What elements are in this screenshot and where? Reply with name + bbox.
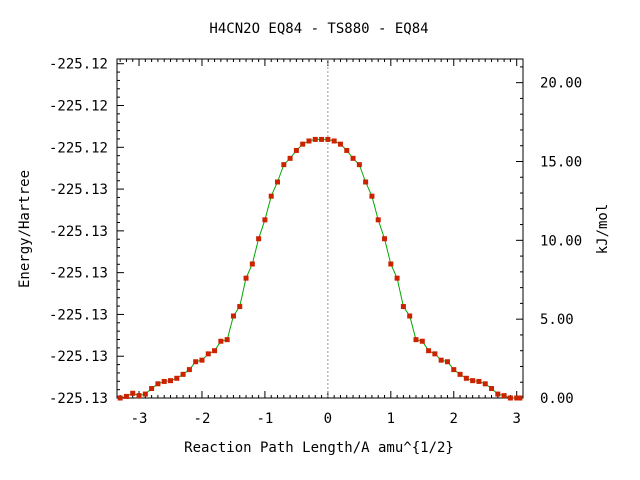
data-point <box>230 313 236 319</box>
x-tick-label: 3 <box>512 411 520 427</box>
data-point <box>451 367 457 373</box>
data-point <box>350 155 356 161</box>
data-point <box>300 141 306 147</box>
y-left-tick-label: -225.13 <box>49 182 108 198</box>
data-point <box>382 236 388 242</box>
data-point <box>457 371 463 377</box>
y-right-tick-label: 0.00 <box>540 391 574 407</box>
data-point <box>476 378 482 384</box>
y-axis-left-label: Energy/Hartree <box>17 170 33 288</box>
x-axis-label: Reaction Path Length/A amu^{1/2} <box>184 440 454 456</box>
data-point <box>117 395 123 401</box>
data-point <box>375 217 381 223</box>
y-left-tick-label: -225.13 <box>49 391 108 407</box>
data-point <box>331 138 337 144</box>
data-point <box>256 236 262 242</box>
data-point <box>319 136 325 142</box>
data-point <box>489 386 495 392</box>
y-left-tick-label: -225.13 <box>49 266 108 282</box>
data-point <box>517 395 523 401</box>
data-point <box>193 359 199 365</box>
y-right-tick-label: 10.00 <box>540 233 582 249</box>
data-point <box>142 391 148 397</box>
data-point <box>463 375 469 381</box>
data-point <box>413 337 419 343</box>
data-point <box>199 357 205 363</box>
data-point <box>394 275 400 281</box>
data-point <box>344 147 350 153</box>
data-point <box>312 136 318 142</box>
data-point <box>400 304 406 310</box>
y-left-tick-label: -225.13 <box>49 349 108 365</box>
data-point <box>249 261 255 267</box>
y-right-tick-label: 5.00 <box>540 312 574 328</box>
data-point <box>281 162 287 168</box>
data-point <box>149 386 155 392</box>
y-right-tick-label: 20.00 <box>540 76 582 92</box>
x-tick-label: 2 <box>450 411 458 427</box>
data-point <box>224 337 230 343</box>
data-point <box>262 217 268 223</box>
x-tick-label: -1 <box>256 411 273 427</box>
y-left-tick-label: -225.12 <box>49 140 108 156</box>
data-point <box>243 275 249 281</box>
data-point <box>306 138 312 144</box>
data-point <box>275 179 281 185</box>
data-point <box>168 378 174 384</box>
data-point <box>432 351 438 357</box>
data-point <box>287 155 293 161</box>
energy-curve <box>119 138 520 399</box>
data-point <box>482 381 488 387</box>
data-point <box>495 391 501 397</box>
data-point <box>180 371 186 377</box>
data-point <box>293 147 299 153</box>
y-left-tick-label: -225.12 <box>49 99 108 115</box>
data-point <box>356 162 362 168</box>
y-left-tick-label: -225.12 <box>49 57 108 73</box>
y-left-tick-label: -225.13 <box>49 307 108 323</box>
y-right-tick-label: 15.00 <box>540 154 582 170</box>
data-point <box>426 348 432 354</box>
data-point <box>186 367 192 373</box>
data-point <box>130 390 136 396</box>
x-tick-label: 0 <box>324 411 332 427</box>
data-point <box>407 313 413 319</box>
data-point <box>388 261 394 267</box>
data-point <box>237 304 243 310</box>
data-point <box>363 179 369 185</box>
chart-title: H4CN2O EQ84 - TS880 - EQ84 <box>209 21 428 37</box>
data-point <box>444 359 450 365</box>
data-point <box>438 357 444 363</box>
data-point <box>205 351 211 357</box>
x-tick-label: -3 <box>131 411 148 427</box>
data-point <box>174 375 180 381</box>
data-point <box>501 393 507 399</box>
data-point <box>470 378 476 384</box>
data-point <box>268 193 274 199</box>
data-point <box>325 136 331 142</box>
data-point <box>212 348 218 354</box>
data-point <box>369 193 375 199</box>
plot-frame <box>116 58 524 399</box>
x-tick-label: -2 <box>194 411 211 427</box>
y-axis-right-label: kJ/mol <box>595 204 611 255</box>
data-point <box>218 338 224 344</box>
data-point <box>161 378 167 384</box>
data-point <box>419 338 425 344</box>
x-tick-label: 1 <box>387 411 395 427</box>
data-point <box>155 381 161 387</box>
data-point <box>507 395 513 401</box>
data-point <box>514 395 520 401</box>
data-point <box>123 393 129 399</box>
y-left-tick-label: -225.13 <box>49 224 108 240</box>
data-point <box>136 393 142 399</box>
data-point <box>337 141 343 147</box>
